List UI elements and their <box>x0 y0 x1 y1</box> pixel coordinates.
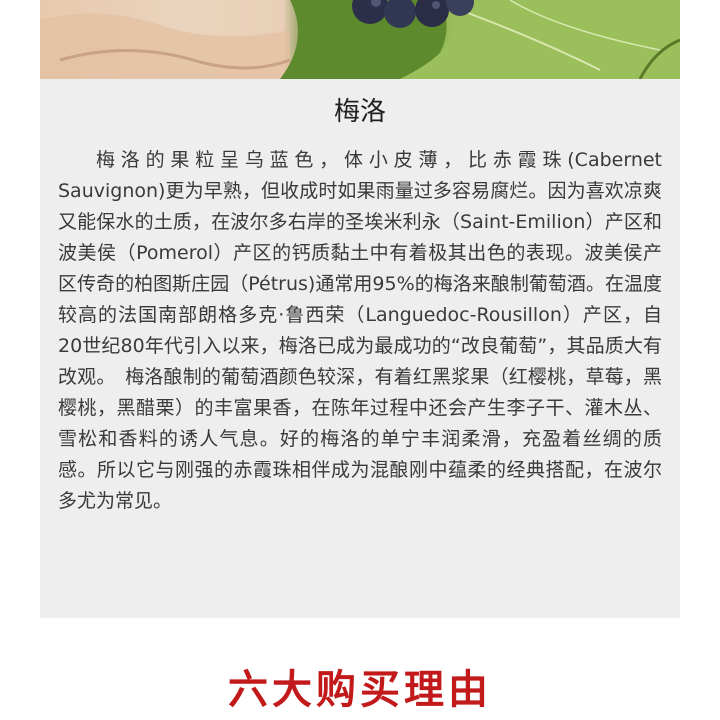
description-panel <box>40 79 680 618</box>
description-paragraph: 梅洛的果粒呈乌蓝色，体小皮薄，比赤霞珠(Cabernet Sauvignon)更… <box>58 149 662 512</box>
variety-description: 梅洛的果粒呈乌蓝色，体小皮薄，比赤霞珠(Cabernet Sauvignon)更… <box>58 145 662 517</box>
grape-hand-photo <box>40 0 680 79</box>
grape-illustration <box>40 0 680 79</box>
six-reasons-heading: 六大购买理由 <box>228 666 492 713</box>
variety-title: 梅洛 <box>333 97 386 127</box>
